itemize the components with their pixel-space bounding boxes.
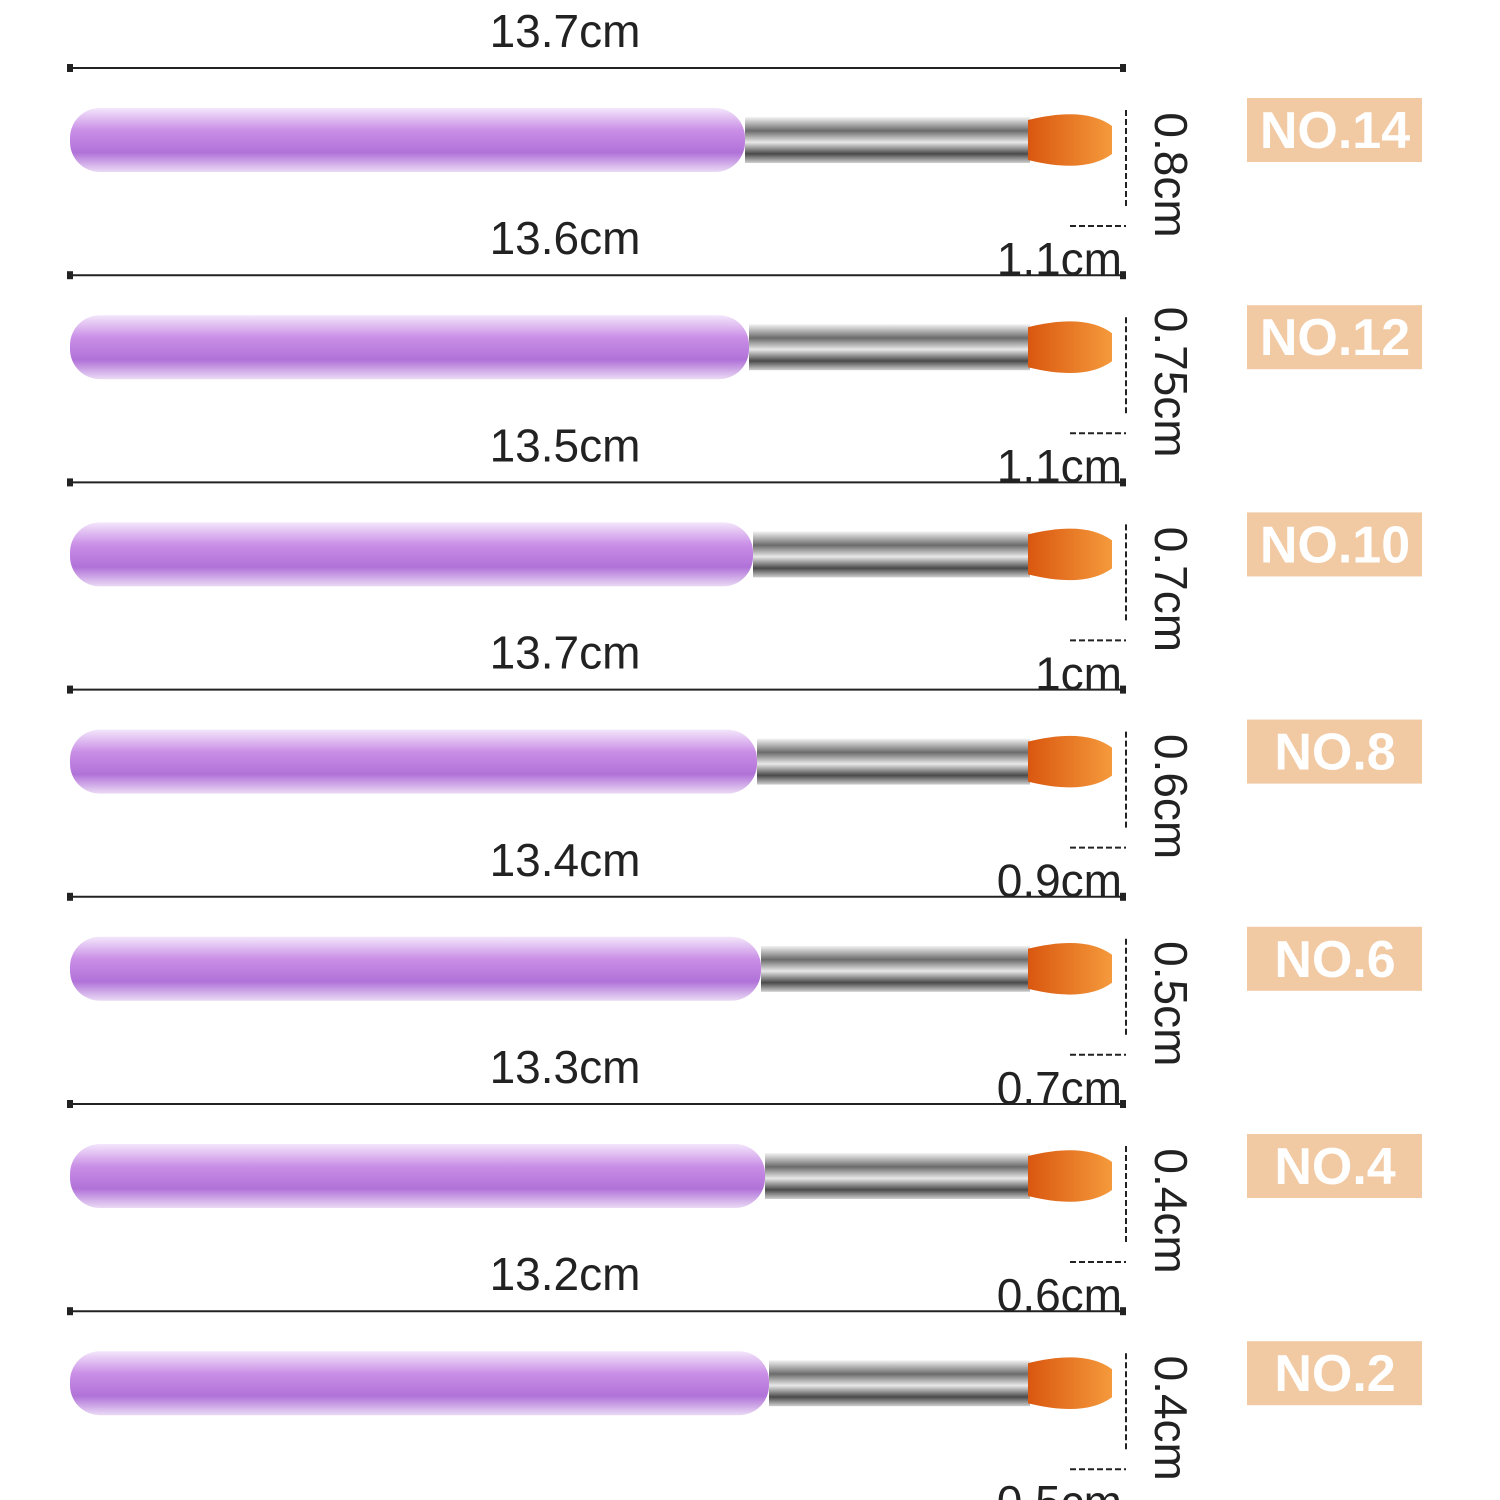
length-end	[67, 478, 73, 487]
handle	[70, 522, 753, 587]
length-end	[67, 1100, 73, 1108]
tip-label: 1cm	[1035, 647, 1122, 699]
length-end	[67, 1307, 73, 1316]
width-label: 0.6cm	[1145, 734, 1197, 859]
length-end	[67, 64, 73, 72]
length-end	[67, 892, 73, 901]
length-end	[1120, 892, 1126, 901]
size-badge	[1247, 1341, 1422, 1406]
brush-row: 13.5cm 0.7cm 1cm NO.10	[67, 419, 1422, 699]
brush-row: 13.2cm 0.4cm 0.5cm NO.2	[67, 1248, 1422, 1500]
tip	[1028, 735, 1112, 788]
size-badge	[1247, 719, 1422, 784]
size-badge-label: NO.4	[1274, 1138, 1395, 1196]
brush-row: 13.4cm 0.5cm 0.7cm NO.6	[67, 834, 1422, 1114]
handle	[70, 936, 761, 1001]
handle	[70, 1144, 765, 1208]
brush-row: 13.7cm 0.6cm 0.9cm NO.8	[67, 627, 1422, 907]
length-end	[1120, 1307, 1126, 1316]
tip	[1028, 528, 1112, 581]
size-badge-label: NO.12	[1260, 309, 1410, 367]
tip-label: 0.7cm	[997, 1062, 1122, 1114]
tip	[1028, 1150, 1112, 1202]
size-badge	[1247, 98, 1422, 162]
tip-label: 1.1cm	[997, 440, 1122, 492]
size-badge	[1247, 1134, 1422, 1198]
length-label: 13.3cm	[490, 1041, 641, 1093]
handle	[70, 1351, 769, 1416]
width-label: 0.4cm	[1145, 1356, 1197, 1481]
size-badge-label: NO.6	[1274, 931, 1395, 989]
size-badge-label: NO.10	[1260, 516, 1410, 574]
length-end	[1120, 64, 1126, 72]
brush-row: 13.7cm 0.8cm 1.1cm NO.14	[67, 5, 1422, 285]
length-end	[1120, 685, 1126, 694]
length-label: 13.7cm	[490, 5, 641, 57]
length-end	[1120, 271, 1126, 280]
ferrule	[761, 945, 1030, 992]
handle	[70, 108, 745, 172]
length-label: 13.4cm	[490, 834, 641, 886]
handle	[70, 729, 757, 794]
tip	[1028, 1357, 1112, 1409]
tip-label: 0.5cm	[997, 1476, 1122, 1500]
width-label: 0.4cm	[1145, 1148, 1197, 1273]
size-badge-label: NO.14	[1260, 102, 1410, 160]
handle	[70, 315, 749, 380]
ferrule	[757, 738, 1030, 785]
width-label: 0.7cm	[1145, 527, 1197, 652]
tip-label: 1.1cm	[997, 233, 1122, 285]
size-badge	[1247, 926, 1422, 991]
size-badge-label: NO.2	[1274, 1345, 1395, 1403]
size-badge-label: NO.8	[1274, 724, 1395, 782]
length-end	[67, 685, 73, 694]
tip	[1028, 943, 1112, 995]
tip	[1028, 114, 1112, 166]
ferrule	[749, 324, 1030, 371]
length-end	[1120, 478, 1126, 487]
ferrule	[753, 531, 1030, 578]
tip	[1028, 321, 1112, 373]
ferrule	[745, 117, 1030, 163]
length-label: 13.5cm	[490, 419, 641, 471]
length-label: 13.7cm	[490, 627, 641, 679]
size-badge	[1247, 512, 1422, 577]
length-label: 13.2cm	[490, 1248, 641, 1300]
width-label: 0.8cm	[1145, 112, 1197, 237]
tip-label: 0.6cm	[997, 1269, 1122, 1321]
width-label: 0.5cm	[1145, 941, 1197, 1066]
brush-row: 13.6cm 0.75cm 1.1cm NO.12	[67, 212, 1422, 492]
length-end	[67, 271, 73, 280]
length-end	[1120, 1100, 1126, 1108]
width-label: 0.75cm	[1145, 307, 1197, 458]
ferrule	[765, 1153, 1030, 1199]
length-label: 13.6cm	[490, 212, 641, 264]
size-badge	[1247, 305, 1422, 370]
tip-label: 0.9cm	[997, 855, 1122, 907]
brush-row: 13.3cm 0.4cm 0.6cm NO.4	[67, 1041, 1422, 1321]
ferrule	[769, 1360, 1030, 1407]
